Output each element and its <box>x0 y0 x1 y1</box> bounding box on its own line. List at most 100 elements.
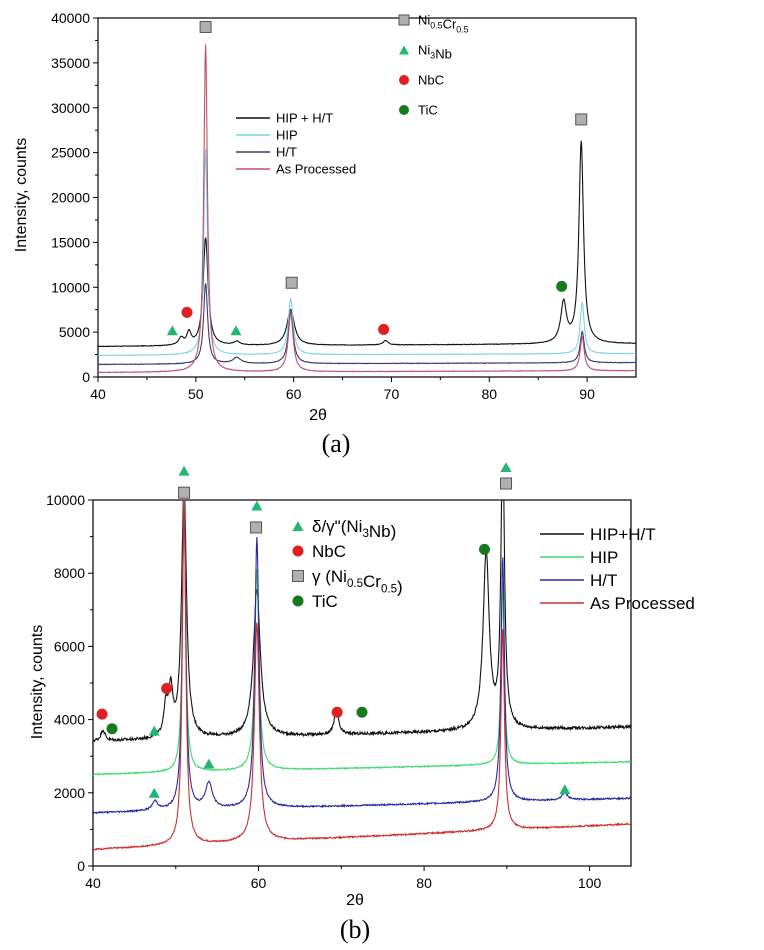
panel-caption: (b) <box>340 915 370 944</box>
phase-legend-label: TiC <box>312 592 338 611</box>
series-legend: HIP+H/T HIP H/T As Processed <box>540 525 695 613</box>
series-line-as-processed <box>93 500 631 851</box>
legend-marker-triangle <box>399 45 409 55</box>
phase-marker-square <box>575 113 588 126</box>
phase-marker-triangle <box>148 787 160 798</box>
axes: 40 60 80 100 0 2000 4000 6000 8000 10000 <box>46 492 601 891</box>
phase-marker-triangle <box>500 462 512 473</box>
phase-marker-triangle <box>230 325 242 336</box>
series-group <box>98 44 636 374</box>
chart-panel-a: 40 50 60 70 80 90 0 5000 10000 15000 20000 25000 300… <box>13 10 637 458</box>
series-group <box>93 500 631 851</box>
y-tick-label: 2000 <box>54 785 85 801</box>
series-line-hip-h-t <box>98 140 636 348</box>
y-tick-label: 0 <box>77 858 85 874</box>
x-tick-label: 60 <box>286 386 302 402</box>
legend-marker-square <box>292 570 304 582</box>
phase-marker-triangle <box>166 325 178 336</box>
y-axis-label: Intensity, counts <box>13 138 30 252</box>
legend-marker-triangle <box>292 521 304 531</box>
y-tick-label: 4000 <box>54 712 85 728</box>
series-line-h-t <box>93 500 631 815</box>
y-tick-label: 20000 <box>51 190 90 206</box>
plot-border <box>97 17 637 378</box>
phase-marker-circle <box>356 706 368 718</box>
x-tick-label: 100 <box>578 875 602 891</box>
series-line-hip-h-t <box>93 500 631 743</box>
phase-legend-label: γ (Ni0.5Cr0.5) <box>312 567 403 596</box>
phase-marker-circle <box>556 280 568 292</box>
phase-legend: δ/γ"(Ni3Nb)NbC γ (Ni0.5Cr0.5)TiC <box>292 517 403 611</box>
phase-marker-triangle <box>178 465 190 476</box>
legend-label: As Processed <box>276 162 356 177</box>
series-line-hip <box>98 148 636 357</box>
series-line-as-processed <box>98 44 636 374</box>
axes: 40 50 60 70 80 90 0 5000 10000 15000 20000 25000 300… <box>51 10 595 402</box>
legend-label: HIP <box>276 128 298 143</box>
phase-legend-label: NbC <box>312 542 346 561</box>
phase-legend-label: TiC <box>418 103 438 118</box>
phase-marker-circle <box>478 543 490 555</box>
x-tick-label: 40 <box>85 875 101 891</box>
y-tick-label: 6000 <box>54 638 85 654</box>
legend-label: HIP+H/T <box>590 525 656 544</box>
series-line-h-t <box>98 283 636 366</box>
x-axis-label: 2θ <box>346 892 364 909</box>
phase-marker-circle <box>106 723 118 735</box>
x-axis-label: 2θ <box>309 407 327 424</box>
phase-marker-square <box>250 521 263 534</box>
phase-markers <box>166 20 588 336</box>
phase-marker-triangle <box>203 758 215 769</box>
legend-marker-square <box>398 14 410 26</box>
phase-marker-circle <box>331 706 343 718</box>
legend-label: H/T <box>276 145 297 160</box>
phase-legend: Ni0.5Cr0.5 Ni3Nb NbC TiC <box>398 13 469 118</box>
legend-marker-circle <box>292 545 304 557</box>
phase-marker-square <box>178 486 191 499</box>
phase-marker-circle <box>96 708 108 720</box>
phase-marker-circle <box>161 682 173 694</box>
x-tick-label: 50 <box>188 386 204 402</box>
plot-frame <box>97 17 637 378</box>
phase-legend-label: Ni0.5Cr0.5 <box>418 13 469 35</box>
phase-marker-square <box>500 477 513 490</box>
y-axis-label: Intensity, counts <box>29 625 46 739</box>
y-tick-label: 35000 <box>51 55 90 71</box>
y-tick-label: 8000 <box>54 565 85 581</box>
y-tick-label: 25000 <box>51 145 90 161</box>
legend-label: As Processed <box>590 594 695 613</box>
plot-border <box>92 499 632 867</box>
legend-label: HIP + H/T <box>276 111 333 126</box>
phase-legend-label: Ni3Nb <box>418 43 452 62</box>
legend-marker-circle <box>292 595 304 607</box>
y-tick-label: 10000 <box>51 279 90 295</box>
phase-marker-square <box>199 20 212 33</box>
phase-marker-square <box>285 276 298 289</box>
phase-legend-label: δ/γ"(Ni3Nb) <box>312 517 396 541</box>
legend-marker-circle <box>399 75 409 85</box>
legend-label: HIP <box>590 548 618 567</box>
phase-marker-circle <box>378 323 390 335</box>
phase-marker-triangle <box>148 725 160 736</box>
legend-label: H/T <box>590 571 617 590</box>
panel-caption: (a) <box>322 429 351 458</box>
plot-frame <box>92 499 632 867</box>
y-tick-label: 30000 <box>51 100 90 116</box>
phase-marker-triangle <box>559 784 571 795</box>
phase-legend-label: NbC <box>418 73 444 88</box>
phase-marker-triangle <box>251 500 263 511</box>
y-tick-label: 15000 <box>51 234 90 250</box>
x-tick-label: 80 <box>416 875 432 891</box>
y-tick-label: 0 <box>82 369 90 385</box>
x-tick-label: 80 <box>481 386 497 402</box>
phase-marker-circle <box>181 306 193 318</box>
y-tick-label: 5000 <box>59 324 90 340</box>
legend-marker-circle <box>399 105 409 115</box>
x-tick-label: 70 <box>384 386 400 402</box>
x-tick-label: 90 <box>579 386 595 402</box>
series-legend: HIP + H/T HIP H/T As Processed <box>236 111 356 177</box>
x-tick-label: 40 <box>90 386 106 402</box>
x-tick-label: 60 <box>251 875 267 891</box>
